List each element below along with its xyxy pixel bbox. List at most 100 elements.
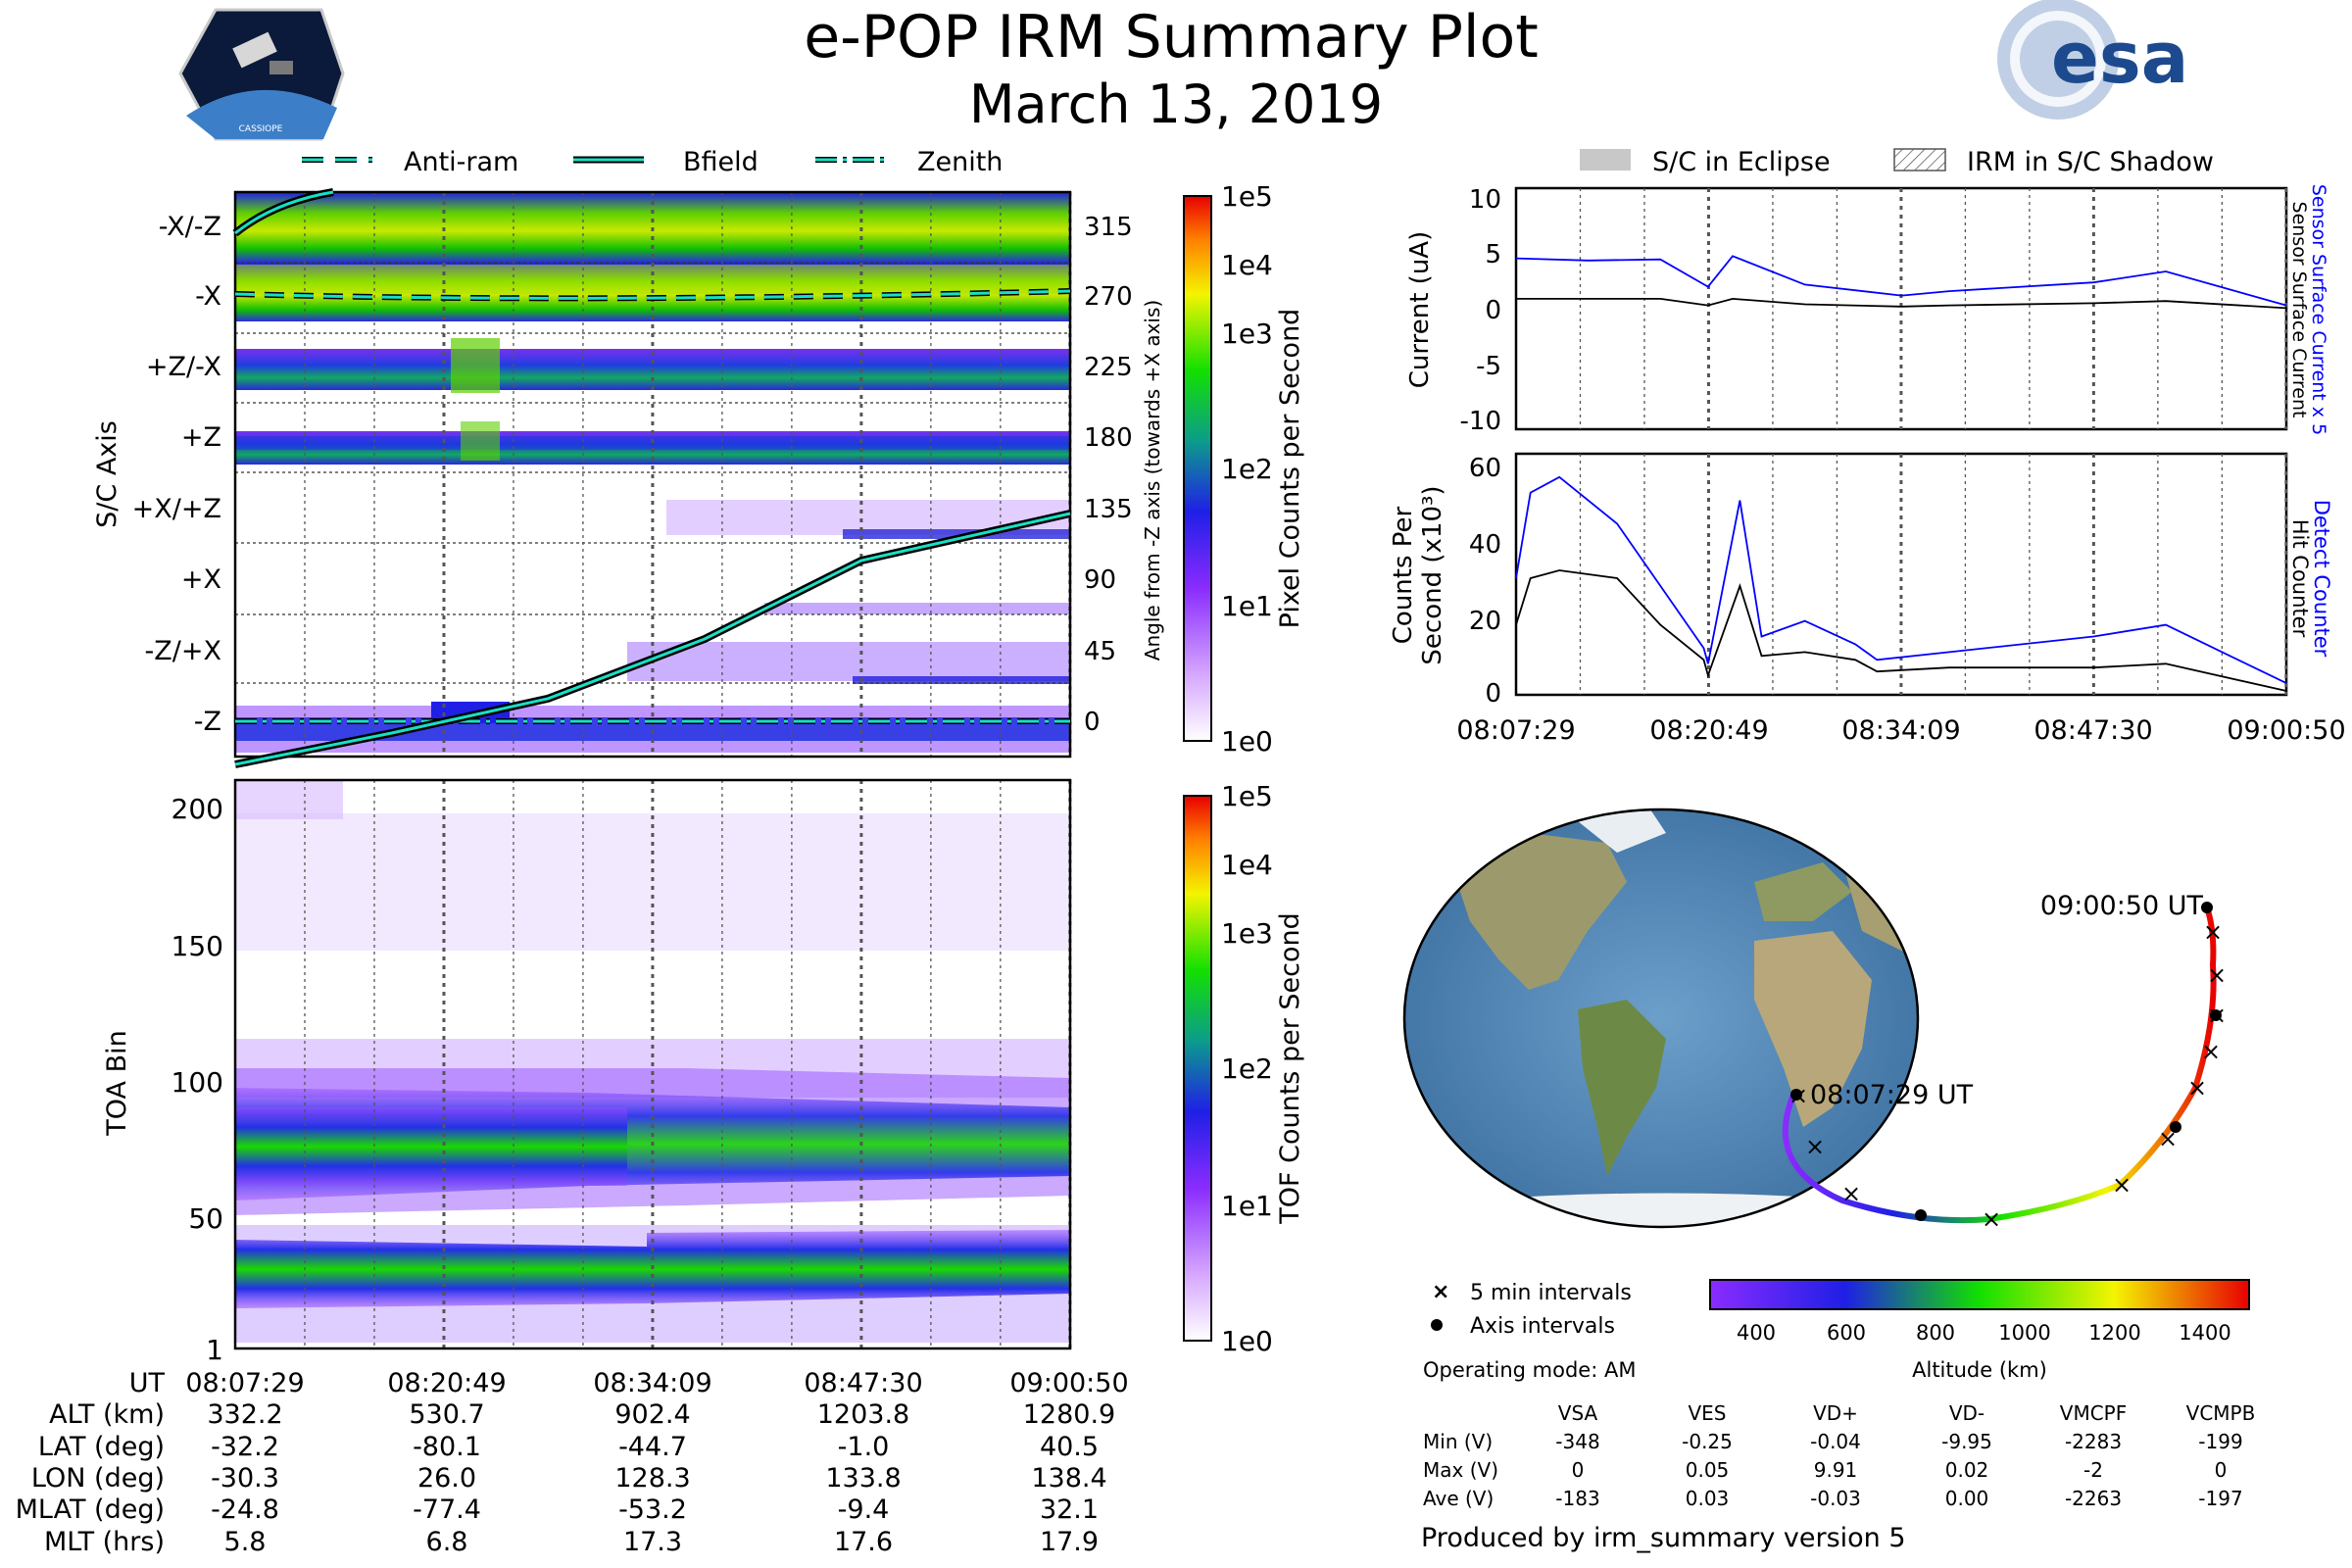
toa-ytick: 1 [206, 1334, 223, 1366]
tof-colorbar [1183, 795, 1212, 1342]
cassiope-badge: CASSIOPE [178, 8, 345, 141]
footer-credit: Produced by irm_summary version 5 [1421, 1523, 1906, 1553]
sensor-current-x5-line [1515, 255, 2287, 307]
eph-value: -9.4 [838, 1494, 890, 1525]
orbit-start-label: 08:07:29 UT [1810, 1080, 1974, 1110]
eph-value: 32.1 [1040, 1494, 1099, 1525]
counts-ylabel-1: Counts Per [1389, 506, 1418, 644]
map-legend: × 5 min intervals Axis intervals Operati… [1423, 1280, 1636, 1382]
band-px [764, 603, 1070, 614]
eph-value: 08:47:30 [804, 1368, 922, 1398]
volt-row-label: Max (V) [1423, 1458, 1498, 1482]
eph-value: -32.2 [211, 1432, 279, 1462]
eph-value: -30.3 [211, 1463, 279, 1494]
toa-ytick: 150 [172, 930, 223, 962]
orbit-axis-marker [2210, 1009, 2222, 1021]
volt-value: -0.04 [1810, 1430, 1861, 1453]
orbit-5min-marker: × [1982, 1205, 2001, 1233]
svg-text:×: × [1432, 1280, 1449, 1304]
alt-tick: 1400 [2179, 1321, 2230, 1345]
counts-xtick: 08:47:30 [2034, 715, 2152, 746]
axis-label: +Z/-X [146, 352, 221, 382]
eph-value: 6.8 [426, 1527, 468, 1557]
toa-band-upper [235, 1107, 627, 1186]
eph-value: 26.0 [417, 1463, 476, 1494]
cnt-ytick: 20 [1469, 607, 1501, 636]
legend-axis-intervals: Axis intervals [1470, 1314, 1615, 1339]
counts-ylabel-2: Second (x10³) [1418, 485, 1447, 664]
angle-tick: 90 [1084, 565, 1116, 595]
legend-eclipse-label: S/C in Eclipse [1652, 147, 1831, 177]
volt-value: -183 [1555, 1487, 1599, 1510]
band-mzpx [627, 642, 1070, 681]
eph-value: 17.6 [834, 1527, 893, 1557]
volt-header: VCMPB [2186, 1401, 2256, 1425]
toa-ylabel: TOA Bin [102, 1030, 132, 1136]
badge-text: CASSIOPE [239, 124, 283, 134]
cur-ytick: 10 [1469, 185, 1501, 215]
orbit-axis-marker [1915, 1209, 1927, 1221]
orbit-5min-marker: × [1841, 1180, 1861, 1207]
volt-value: -348 [1555, 1430, 1599, 1453]
continent-south-america [1578, 1000, 1666, 1176]
orbit-end-label: 09:00:50 UT [2040, 891, 2204, 921]
legend-eclipse: S/C in Eclipse IRM in S/C Shadow [1580, 147, 2214, 177]
axis-label: -X/-Z [159, 212, 221, 242]
angle-tick: 0 [1084, 708, 1101, 737]
volt-value: 0.03 [1686, 1487, 1730, 1510]
legend-zenith: Zenith [917, 147, 1003, 177]
volt-value: -2263 [2065, 1487, 2122, 1510]
cbar-tick: 1e2 [1221, 453, 1273, 485]
eph-row-label: MLAT (deg) [16, 1494, 165, 1525]
eph-value: -1.0 [838, 1432, 890, 1462]
pixel-colorbar [1183, 195, 1212, 742]
angle-tick: 45 [1084, 637, 1116, 666]
esa-logo: esa [1997, 0, 2188, 120]
angle-tick: 270 [1084, 282, 1133, 312]
cbar-tick: 1e5 [1221, 780, 1273, 812]
orbit-5min-marker: × [2203, 918, 2223, 946]
volt-header: VES [1688, 1401, 1726, 1425]
cbar-tick: 1e0 [1221, 725, 1273, 758]
orbit-5min-marker: × [1805, 1133, 1825, 1160]
cnt-ytick: 0 [1485, 679, 1501, 709]
eph-value: 17.3 [623, 1527, 682, 1557]
counts-right-label-1: Detect Counter [2310, 500, 2333, 658]
current-right-label-2: Sensor Surface Current [2288, 202, 2310, 418]
detect-counter-line [1515, 475, 2287, 684]
cur-ytick: -10 [1460, 407, 1501, 436]
volt-value: 0.05 [1686, 1458, 1730, 1482]
toa-ytick: 50 [188, 1202, 223, 1235]
volt-header: VD- [1949, 1401, 1984, 1425]
volt-row-label: Min (V) [1423, 1430, 1493, 1453]
eph-value: 530.7 [409, 1399, 484, 1430]
eph-value: -24.8 [211, 1494, 279, 1525]
cbar-tick: 1e2 [1221, 1053, 1273, 1085]
cur-ytick: -5 [1476, 352, 1501, 381]
esa-logo-text: esa [2051, 17, 2188, 99]
volt-header: VSA [1558, 1401, 1598, 1425]
toa-ytick: 100 [172, 1066, 223, 1099]
cbar-tick: 1e5 [1221, 180, 1273, 213]
legend-shadow-label: IRM in S/C Shadow [1967, 147, 2214, 177]
eph-row-label: UT [129, 1368, 166, 1398]
orbit-5min-marker: × [2207, 961, 2227, 989]
eph-value: 138.4 [1031, 1463, 1106, 1494]
angle-axis-label: Angle from -Z axis (towards +X axis) [1141, 300, 1164, 661]
operating-mode: Operating mode: AM [1423, 1358, 1636, 1382]
volt-value: -2 [2083, 1458, 2103, 1482]
axis-panel: -X/-Z -X +Z/-X +Z +X/+Z +X -Z/+X -Z S/C … [92, 180, 1305, 768]
alt-tick: 600 [1827, 1321, 1866, 1345]
counts-xtick: 08:20:49 [1649, 715, 1768, 746]
eph-value: 09:00:50 [1009, 1368, 1128, 1398]
eph-value: 332.2 [207, 1399, 282, 1430]
hit-counter-line [1515, 569, 2287, 692]
altitude-colorbar: 400 600 800 1000 1200 1400 Altitude (km) [1709, 1279, 2250, 1382]
volt-header: VD+ [1813, 1401, 1858, 1425]
angle-tick: 315 [1084, 213, 1133, 242]
eph-value: -44.7 [618, 1432, 687, 1462]
continent-north-america [1450, 833, 1627, 990]
eph-value: 40.5 [1040, 1432, 1099, 1462]
eph-value: -77.4 [413, 1494, 481, 1525]
counts-xtick: 08:07:29 [1456, 715, 1575, 746]
